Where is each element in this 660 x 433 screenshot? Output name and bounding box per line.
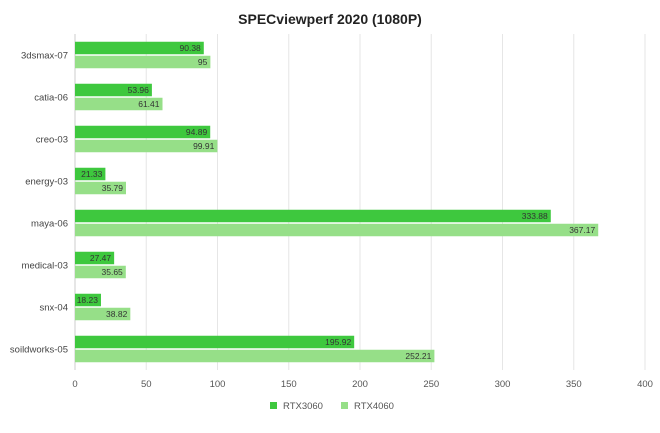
value-label-RTX3060-catia-06: 53.96 [128, 85, 150, 95]
value-label-RTX3060-3dsmax-07: 90.38 [180, 43, 202, 53]
bar-RTX3060-3dsmax-07 [75, 41, 204, 55]
value-label-RTX3060-soildworks-05: 195.92 [325, 337, 351, 347]
bar-RTX3060-catia-06 [75, 83, 152, 97]
bar-RTX4060-soildworks-05 [75, 349, 435, 363]
bar-RTX3060-maya-06 [75, 209, 551, 223]
category-labels: 3dsmax-07 catia-06 creo-03 energy-03 maya-06… [10, 51, 68, 356]
x-tick-label-50: 50 [141, 379, 152, 390]
x-tick-label-150: 150 [281, 379, 297, 390]
value-label-RTX4060-creo-03: 99.91 [193, 141, 215, 151]
bar-RTX3060-medical-03 [75, 251, 115, 265]
x-tick-label-350: 350 [566, 379, 582, 390]
value-label-RTX4060-snx-04: 38.82 [106, 309, 128, 319]
bar-RTX3060-creo-03 [75, 125, 211, 139]
x-tick-label-400: 400 [637, 379, 653, 390]
chart-title: SPECviewperf 2020 (1080P) [238, 11, 422, 27]
legend-label-RTX3060: RTX3060 [283, 401, 323, 412]
x-axis-ticks: 0 50 100 150 200 250 300 350 400 [72, 379, 653, 390]
bar-RTX4060-medical-03 [75, 265, 126, 279]
category-label-maya-06: maya-06 [31, 219, 68, 230]
bar-RTX4060-creo-03 [75, 139, 218, 153]
grid-lines [74, 34, 646, 370]
value-label-RTX3060-energy-03: 21.33 [81, 169, 103, 179]
bar-RTX3060-energy-03 [75, 167, 106, 181]
bars: 90.38 95 53.96 61.41 94.89 99.91 21.33 35.79 333… [75, 41, 599, 363]
x-tick-label-200: 200 [352, 379, 368, 390]
category-label-soildworks-05: soildworks-05 [10, 345, 68, 356]
bar-RTX4060-3dsmax-07 [75, 55, 211, 69]
legend: RTX3060 RTX4060 [270, 401, 394, 412]
x-tick-label-300: 300 [495, 379, 511, 390]
category-label-catia-06: catia-06 [34, 93, 68, 104]
category-label-3dsmax-07: 3dsmax-07 [21, 51, 68, 62]
x-tick-label-0: 0 [72, 379, 77, 390]
legend-swatch-RTX4060 [341, 402, 348, 409]
bar-RTX3060-soildworks-05 [75, 335, 355, 349]
value-label-RTX4060-soildworks-05: 252.21 [405, 351, 431, 361]
value-label-RTX4060-catia-06: 61.41 [138, 99, 160, 109]
value-label-RTX3060-creo-03: 94.89 [186, 127, 208, 137]
legend-swatch-RTX3060 [270, 402, 277, 409]
value-label-RTX4060-medical-03: 35.65 [102, 267, 124, 277]
bar-RTX4060-catia-06 [75, 97, 163, 111]
value-label-RTX3060-medical-03: 27.47 [90, 253, 112, 263]
value-label-RTX3060-maya-06: 333.88 [522, 211, 548, 221]
bar-RTX4060-energy-03 [75, 181, 127, 195]
bar-RTX4060-maya-06 [75, 223, 599, 237]
value-label-RTX4060-maya-06: 367.17 [569, 225, 595, 235]
x-tick-label-250: 250 [423, 379, 439, 390]
category-label-snx-04: snx-04 [39, 303, 68, 314]
category-label-medical-03: medical-03 [22, 261, 68, 272]
value-label-RTX4060-energy-03: 35.79 [102, 183, 124, 193]
bar-RTX4060-snx-04 [75, 307, 131, 321]
category-label-energy-03: energy-03 [25, 177, 68, 188]
category-label-creo-03: creo-03 [36, 135, 68, 146]
bar-RTX3060-snx-04 [75, 293, 101, 307]
legend-label-RTX4060: RTX4060 [354, 401, 394, 412]
value-label-RTX3060-snx-04: 18.23 [77, 295, 99, 305]
x-tick-label-100: 100 [210, 379, 226, 390]
value-label-RTX4060-3dsmax-07: 95 [198, 57, 208, 67]
